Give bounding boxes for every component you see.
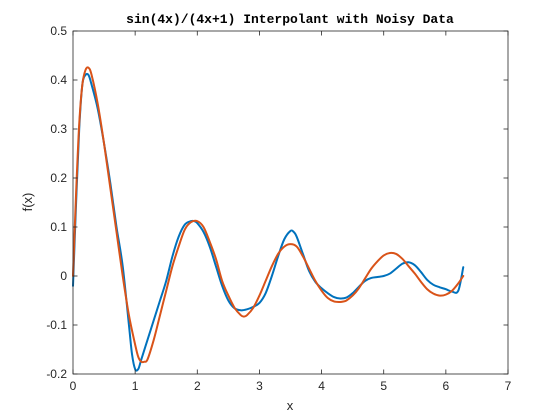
x-tick-label: 4 [318, 379, 325, 393]
y-tick-label: 0.5 [50, 24, 67, 38]
plot-area [73, 31, 508, 374]
axes-box [72, 30, 509, 375]
axes-frame [72, 30, 509, 375]
x-tick-label: 0 [70, 379, 77, 393]
x-tick-label: 1 [132, 379, 139, 393]
y-tick-label: 0 [60, 269, 67, 283]
x-tick-label: 6 [443, 379, 450, 393]
x-tick-label: 5 [380, 379, 387, 393]
x-tick-label: 3 [256, 379, 263, 393]
y-tick-label: 0.2 [50, 171, 67, 185]
y-tick-label: 0.1 [50, 220, 67, 234]
series-line-2 [72, 66, 465, 364]
chart-title: sin(4x)/(4x+1) Interpolant with Noisy Da… [126, 12, 454, 27]
y-tick-label: 0.3 [50, 122, 67, 136]
x-tick-label: 2 [194, 379, 201, 393]
y-tick-label: -0.2 [46, 367, 67, 381]
y-axis-label: f(x) [20, 193, 35, 212]
y-tick-label: -0.1 [46, 318, 67, 332]
x-tick-label: 7 [505, 379, 512, 393]
x-axis-label: x [287, 398, 294, 413]
y-tick-label: 0.4 [50, 73, 67, 87]
axis-ticks: 0 1 2 3 4 5 6 7 -0.2 -0.1 0 0.1 0.2 0.3 0.4 0.5 [46, 24, 511, 393]
series-layer [72, 66, 465, 372]
